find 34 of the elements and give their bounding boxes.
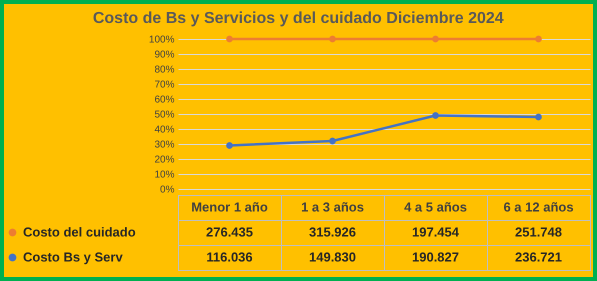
x-tick-label: 4 a 5 años	[404, 200, 467, 214]
chart-title: Costo de Bs y Servicios y del cuidado Diciembre 2024	[92, 10, 504, 27]
point	[226, 36, 233, 42]
point	[535, 114, 542, 120]
legend-label: Costo Bs y Serv	[23, 250, 124, 264]
x-tick-label: 6 a 12 años	[503, 200, 574, 214]
x-tick-label: Menor 1 año	[191, 200, 268, 214]
x-tick-label: 1 a 3 años	[301, 200, 364, 214]
y-tick-label: 30%	[154, 140, 175, 150]
text: 190.827	[412, 250, 459, 264]
text: 251.748	[515, 224, 562, 240]
y-tick-label: 100%	[148, 34, 175, 46]
point	[432, 36, 439, 42]
point	[329, 138, 336, 144]
point	[535, 36, 542, 42]
legend-label: Costo del cuidado	[23, 224, 136, 240]
y-tick-label: 90%	[154, 50, 175, 60]
text: 149.830	[309, 250, 356, 264]
y-tick-label: 10%	[154, 170, 175, 180]
y-tick-label: 20%	[154, 154, 175, 166]
point	[329, 36, 336, 42]
y-tick-label: 40%	[154, 124, 175, 136]
y-tick-label: 70%	[154, 80, 175, 90]
text: 315.926	[309, 224, 356, 240]
text: 116.036	[206, 250, 253, 264]
point	[226, 142, 233, 149]
text: 236.721	[515, 250, 562, 264]
point	[432, 112, 439, 119]
y-tick-label: 80%	[154, 64, 175, 76]
y-tick-label: 0%	[160, 184, 175, 196]
y-tick-label: 60%	[154, 94, 175, 106]
text: 197.454	[412, 224, 460, 240]
y-tick-label: 50%	[154, 110, 175, 120]
text: 276.435	[206, 224, 253, 240]
